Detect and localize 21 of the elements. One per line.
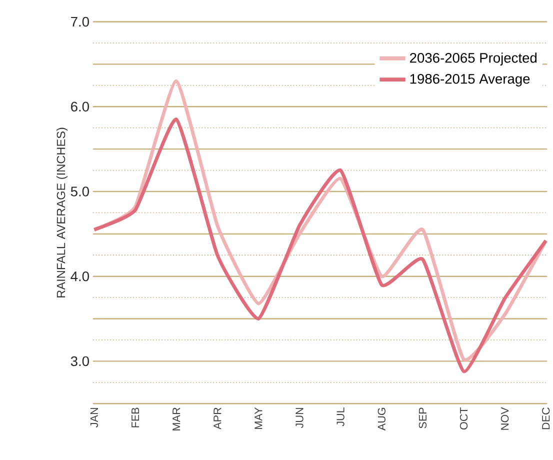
y-axis-title: RAINFALL AVERAGE (INCHES): [56, 128, 68, 298]
y-tick-label: 7.0: [71, 16, 89, 27]
legend-label: 1986-2015 Average: [410, 74, 530, 86]
x-tick-label: FEB: [132, 408, 140, 428]
y-tick-label: 6.0: [71, 102, 89, 112]
legend-label: 2036-2065 Projected: [410, 52, 537, 66]
y-tick-label: 4.0: [70, 271, 89, 282]
x-tick-label: DEC: [542, 408, 550, 430]
x-tick-label: SEP: [418, 408, 427, 428]
x-tick-label: MAY: [254, 407, 262, 429]
x-tick-label: AUG: [378, 408, 386, 431]
x-tick-label: APR: [214, 408, 222, 430]
x-tick-label: NOV: [500, 407, 509, 430]
y-tick-label: 5.0: [70, 186, 89, 196]
x-tick-label: JAN: [90, 408, 98, 428]
y-tick-label: 3.0: [70, 356, 89, 366]
x-tick-label: JUN: [296, 408, 304, 428]
x-tick-label: OCT: [460, 407, 468, 430]
x-tick-label: MAR: [172, 408, 180, 430]
x-tick-label: JUL: [336, 407, 344, 426]
line-series: [92, 118, 548, 374]
